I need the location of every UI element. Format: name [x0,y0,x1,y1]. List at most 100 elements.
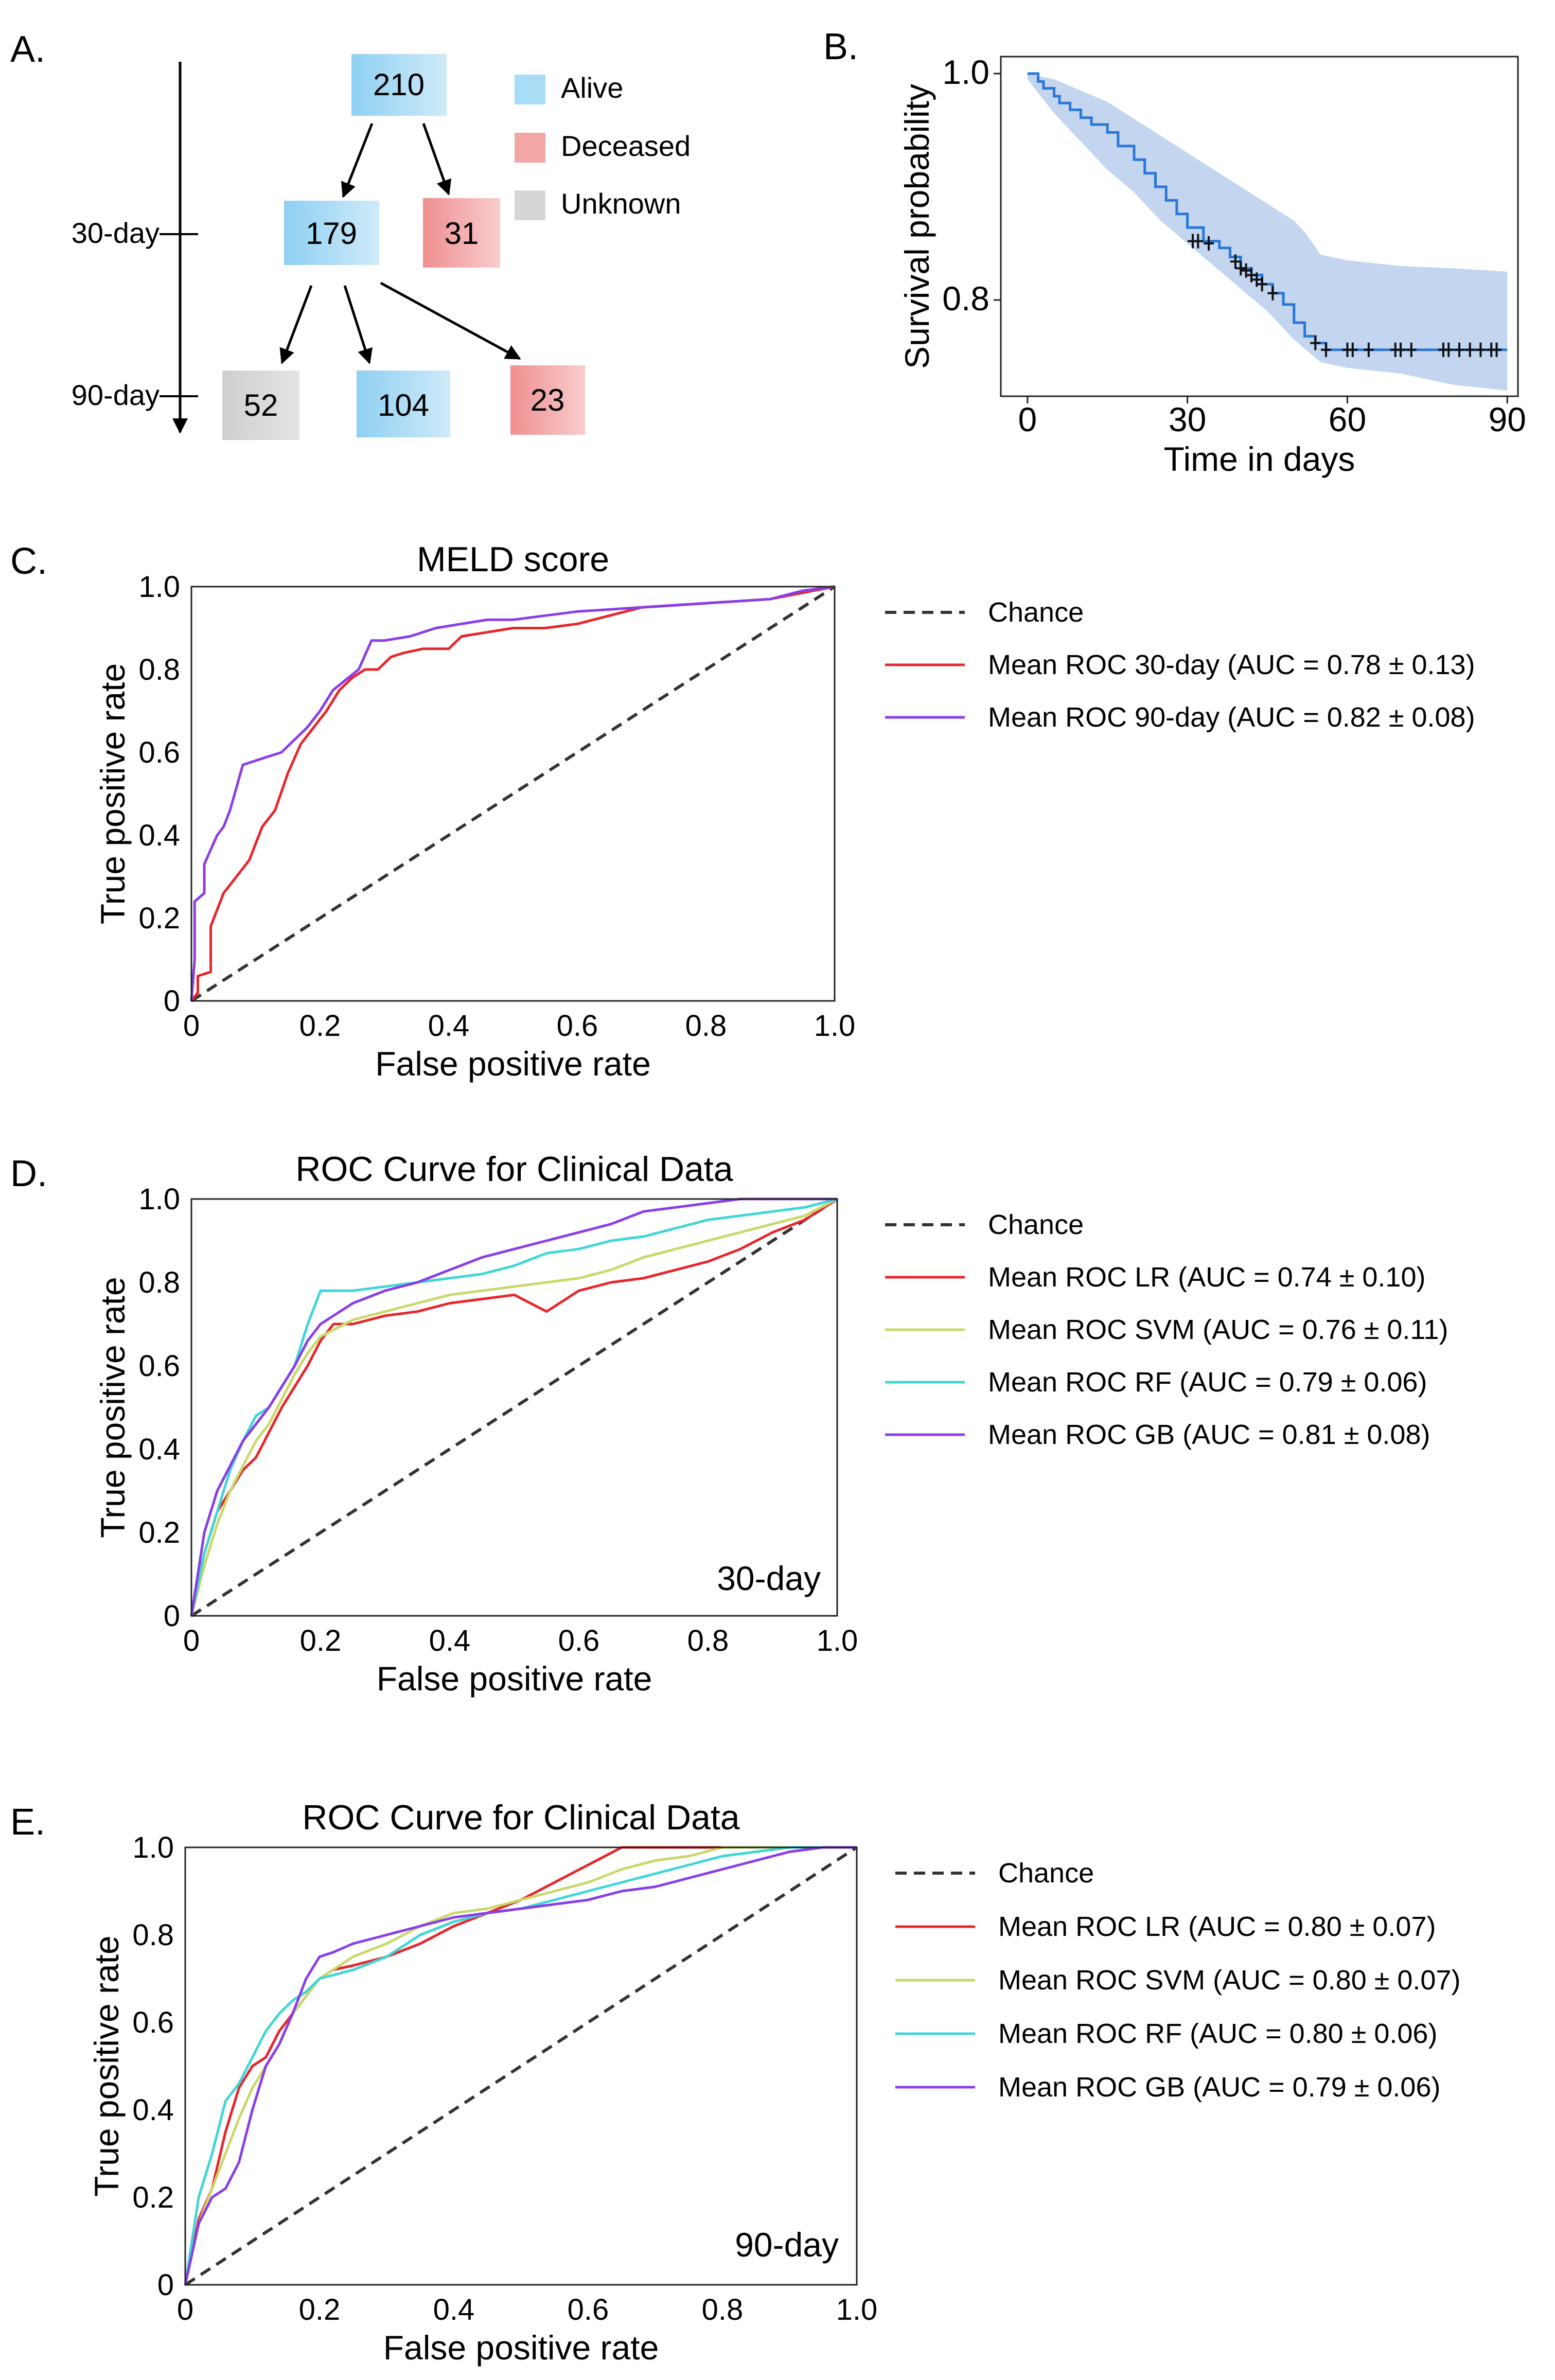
x-tick-label: 0.2 [299,1009,341,1043]
box-alive-30 [284,201,379,265]
x-axis-label: False positive rate [383,2329,659,2367]
censor-mark [1235,261,1246,276]
x-axis-label: False positive rate [375,1045,651,1083]
panel-a: A. 30-day 90-day 210 179 31 52 104 23 Al… [10,29,691,440]
y-axis-label: Survival probability [898,84,936,369]
legend-label-chance: Chance [998,1858,1094,1889]
timeline-label-90: 90-day [72,379,160,411]
y-axis-label: True positive rate [94,1277,132,1538]
censor-mark [1321,342,1332,357]
box-deceased-30 [423,198,500,268]
box-alive-30-label: 179 [306,216,357,251]
legend-swatch-unknown [515,190,545,220]
censor-mark [1347,342,1358,357]
censor-mark [1246,268,1257,283]
box-root-label: 210 [373,67,425,102]
series-line-rf [184,1846,857,2285]
series-line-gb [190,1197,837,1616]
legend-label-deceased: Deceased [561,130,691,162]
series-line-chance [184,1846,858,2286]
censor-mark [1257,277,1267,292]
plot-frame [190,586,836,1002]
y-tick-label: 0.2 [138,902,180,935]
censor-mark [1267,286,1278,301]
roc-chart-90day: 0 0.2 0.4 0.6 0.8 1.0 0 0.2 0.4 0.6 0.8 1.0 False po… [87,1798,1460,2367]
box-unknown-90-label: 52 [244,388,278,422]
censor-mark [1491,342,1502,357]
survival-curve [1027,72,1508,351]
box-deceased-90-label: 23 [531,383,565,417]
censor-mark [1464,342,1475,357]
series-line-rf [190,1197,838,1616]
box-root-alive [351,54,447,116]
panel-c-letter: C. [10,541,47,582]
y-tick-label: 0.8 [132,1918,174,1952]
legend: Chance Mean ROC LR (AUC = 0.80 ± 0.07) Mea… [895,1858,1460,2103]
plot-frame [184,1846,858,2286]
y-tick-label: 1.0 [942,53,989,91]
x-tick-label: 0.8 [685,1009,727,1043]
x-axis-label: Time in days [1164,440,1355,478]
y-axis-label: True positive rate [87,1935,126,2196]
legend-label-svm: Mean ROC SVM (AUC = 0.76 ± 0.11) [988,1314,1448,1345]
panel-c: C. 0 0.2 0.4 0.6 0.8 1.0 0 0.2 0.4 0.6 0.8 1.0 False… [10,540,1475,1083]
x-tick-label: 0.2 [300,1624,342,1658]
y-axis-label: True positive rate [94,663,132,924]
x-tick-label: 0.6 [568,2293,609,2326]
x-tick-label: 30 [1169,400,1206,438]
censor-mark [1251,272,1262,287]
legend-label-svm: Mean ROC SVM (AUC = 0.80 ± 0.07) [998,1965,1460,1996]
y-tick-label: 0.6 [138,1349,180,1383]
box-deceased-30-label: 31 [445,216,479,251]
legend-label-alive: Alive [561,72,623,104]
legend-label-gb: Mean ROC GB (AUC = 0.81 ± 0.08) [988,1419,1430,1450]
censor-mark [1454,342,1465,357]
y-tick-label: 0.8 [942,279,989,318]
arrow-to-deceased-90 [380,281,521,360]
arrow-root-to-deceased-30 [422,123,452,196]
panel-b: B. 0 30 60 90 0.8 1.0 Time in days Survival pro… [823,26,1526,478]
x-tick-label: 0 [183,1009,200,1043]
legend-label-90-day: Mean ROC 90-day (AUC = 0.82 ± 0.08) [988,702,1475,733]
legend-label-gb: Mean ROC GB (AUC = 0.79 ± 0.06) [998,2072,1440,2103]
censor-mark [1204,236,1214,251]
plot-frame [190,1198,838,1617]
censor-mark [1395,342,1406,357]
x-tick-label: 0.6 [558,1624,600,1658]
box-unknown-90 [222,371,299,440]
series-line-chance [190,585,836,1002]
y-tick-label: 0.2 [132,2181,174,2214]
confidence-band [1027,74,1508,391]
legend-swatch-deceased [515,133,545,163]
y-tick-label: 1.0 [138,1183,180,1216]
panel-d: D. 0 0.2 0.4 0.6 0.8 1.0 0 0.2 0.4 0.6 0.8 1.0 False… [10,1150,1448,1698]
x-axis-label: False positive rate [377,1660,652,1698]
censor-mark [1443,342,1454,357]
series-line-lr [190,1197,838,1616]
legend-swatch-alive [515,75,545,104]
x-tick-label: 1.0 [836,2293,878,2326]
x-tick-label: 0.8 [702,2293,744,2326]
censor-mark [1193,234,1204,249]
legend-label-30-day: Mean ROC 30-day (AUC = 0.78 ± 0.13) [988,649,1475,680]
y-tick-label: 1.0 [132,1831,174,1864]
x-tick-label: 0.6 [557,1009,598,1043]
box-alive-90 [357,371,450,437]
legend-label-chance: Chance [988,1209,1084,1240]
panel-e-letter: E. [10,1802,45,1843]
arrow-root-to-alive-30 [341,123,374,198]
x-tick-label: 1.0 [814,1009,856,1043]
y-tick-label: 0 [157,2268,174,2302]
censor-mark [1475,342,1486,357]
box-alive-90-label: 104 [378,388,429,422]
x-tick-label: 0.8 [687,1624,729,1658]
series-line-chance [190,1197,838,1617]
x-tick-label: 90 [1489,400,1526,438]
horizon-badge: 30-day [717,1559,821,1597]
legend-label-lr: Mean ROC LR (AUC = 0.80 ± 0.07) [998,1911,1436,1942]
roc-chart-meld: 0 0.2 0.4 0.6 0.8 1.0 0 0.2 0.4 0.6 0.8 1.0 False po… [94,540,1475,1083]
y-tick-label: 0.4 [138,819,180,852]
y-tick-label: 0.4 [132,2093,174,2127]
series-line-svm [190,1197,838,1616]
panel-d-letter: D. [10,1153,47,1194]
